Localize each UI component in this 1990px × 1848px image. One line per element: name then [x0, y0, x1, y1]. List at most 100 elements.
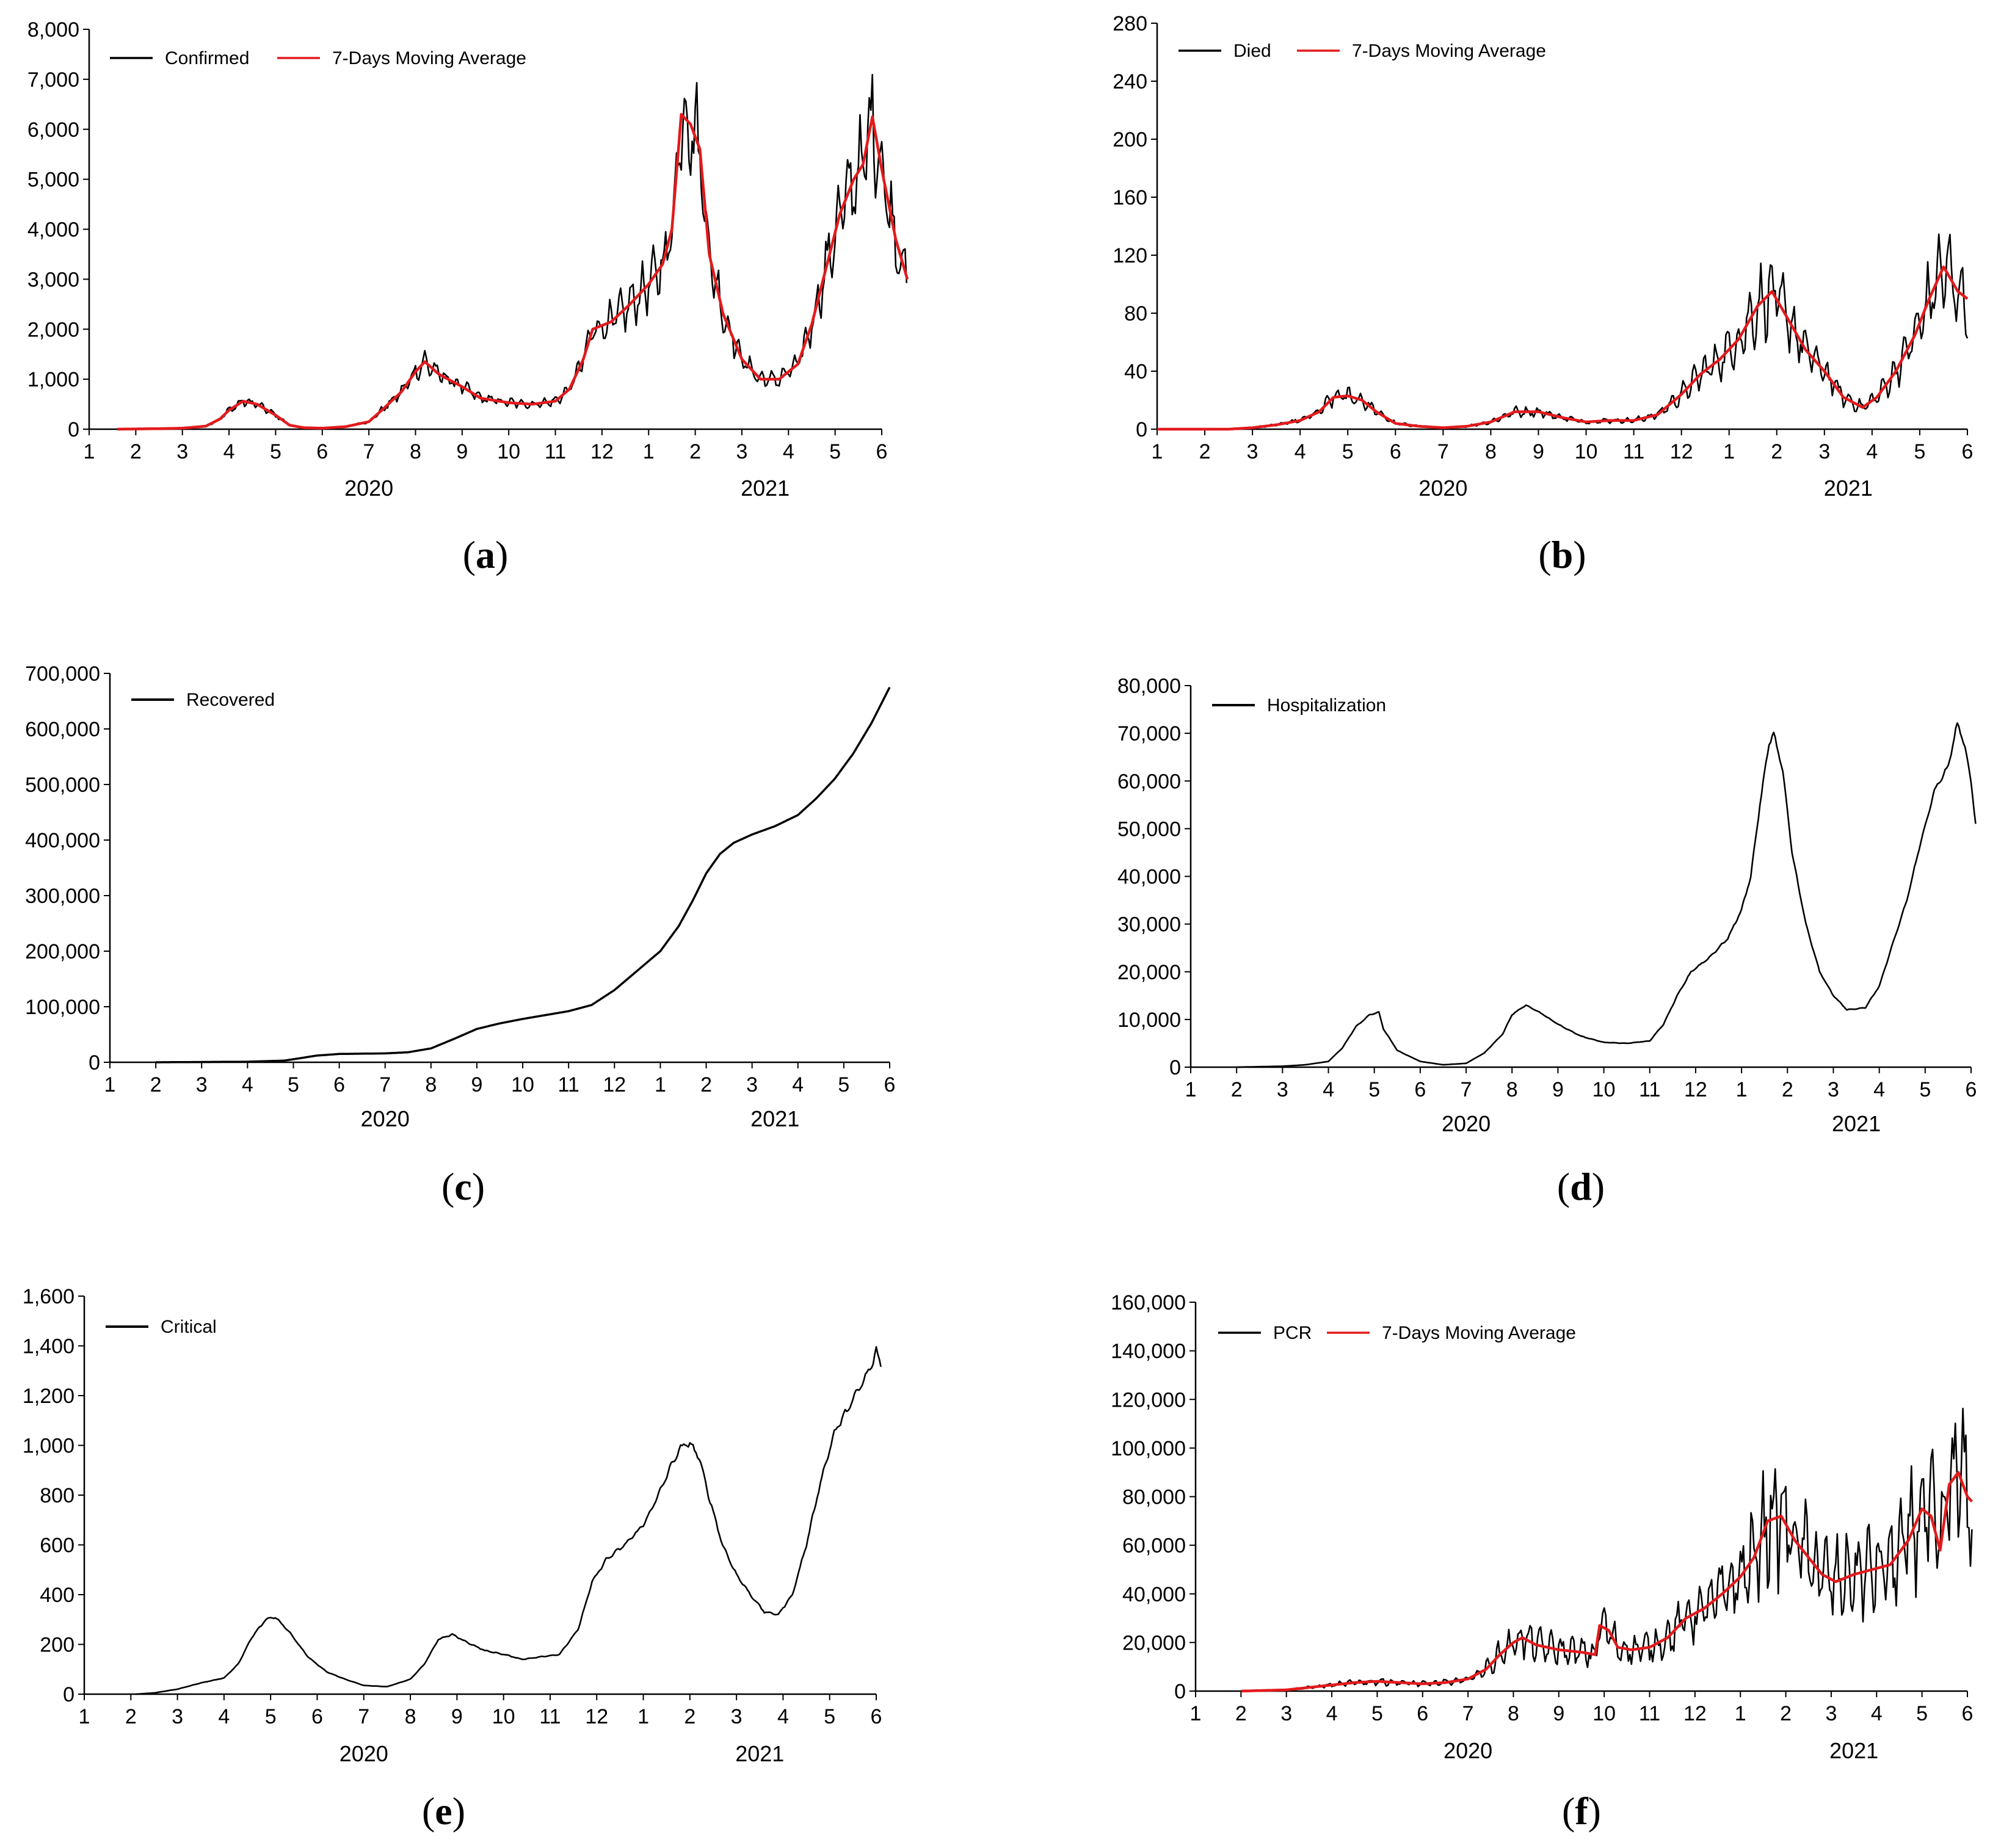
x-tick-label: 2 — [700, 1073, 712, 1096]
y-tick-label: 80 — [1124, 302, 1147, 325]
x-tick-label: 12 — [1670, 440, 1693, 463]
legend-label: Confirmed — [165, 48, 249, 68]
x-tick-label: 4 — [223, 440, 235, 463]
y-tick-label: 0 — [1174, 1680, 1186, 1703]
x-tick-label: 2 — [684, 1705, 695, 1728]
x-tick-label: 2 — [1199, 440, 1211, 463]
x-tick-label: 8 — [1485, 440, 1497, 463]
y-tick-label: 700,000 — [25, 662, 100, 686]
y-tick-label: 120 — [1113, 244, 1147, 267]
x-tick-label: 5 — [829, 440, 841, 463]
y-tick-label: 2,000 — [27, 318, 79, 341]
y-tick-label: 7,000 — [27, 68, 79, 92]
x-tick-label: 7 — [1437, 440, 1449, 463]
x-tick-label: 5 — [288, 1073, 299, 1096]
y-tick-label: 400 — [40, 1584, 74, 1607]
x-tick-label: 5 — [265, 1705, 277, 1728]
x-tick-label: 2 — [130, 440, 142, 463]
x-tick-label: 2 — [150, 1073, 162, 1096]
y-tick-label: 1,600 — [23, 1285, 74, 1308]
chart-c: 0 100,000 200,000 300,000 400,000 500,000 600,… — [25, 662, 895, 1208]
y-tick-label: 1,400 — [23, 1335, 74, 1358]
y-tick-label: 70,000 — [1117, 722, 1181, 745]
y-tick-label: 20,000 — [1117, 961, 1181, 984]
y-tick-label: 0 — [89, 1051, 100, 1074]
x-tick-label: 4 — [792, 1073, 804, 1096]
legend-label: Hospitalization — [1267, 695, 1386, 716]
year-label: 2021 — [750, 1106, 799, 1131]
x-tick-label: 9 — [451, 1705, 463, 1728]
x-tick-label: 1 — [655, 1073, 666, 1096]
y-tick-label: 80,000 — [1117, 675, 1181, 698]
x-tick-label: 2 — [125, 1705, 137, 1728]
year-label: 2020 — [344, 476, 393, 501]
x-tick-label: 8 — [410, 440, 421, 463]
x-tick-label: 4 — [783, 440, 794, 463]
x-tick-label: 10 — [492, 1705, 515, 1728]
y-tick-label: 0 — [1169, 1056, 1181, 1079]
x-tick-label: 3 — [176, 440, 188, 463]
y-tick-label: 280 — [1113, 12, 1147, 35]
x-tick-label: 6 — [871, 1705, 882, 1728]
series-line-7-days-moving-average — [1157, 265, 1969, 431]
x-tick-label: 3 — [1280, 1702, 1292, 1725]
x-tick-label: 3 — [746, 1073, 758, 1096]
panel-label: (d) — [1557, 1165, 1605, 1208]
y-tick-label: 120,000 — [1111, 1388, 1186, 1411]
x-tick-label: 4 — [1295, 440, 1306, 463]
x-tick-label: 6 — [333, 1073, 345, 1096]
x-tick-label: 11 — [558, 1073, 579, 1096]
y-tick-label: 40 — [1124, 360, 1147, 383]
y-tick-label: 40,000 — [1122, 1583, 1186, 1606]
x-tick-label: 12 — [590, 440, 614, 463]
legend-label: 7-Days Moving Average — [1352, 41, 1546, 61]
x-tick-label: 1 — [637, 1705, 649, 1728]
x-tick-label: 4 — [218, 1705, 230, 1728]
x-tick-label: 4 — [242, 1073, 253, 1096]
year-label: 2020 — [1418, 476, 1467, 501]
x-tick-label: 6 — [1417, 1702, 1428, 1725]
x-tick-label: 10 — [497, 440, 520, 463]
x-tick-label: 9 — [1553, 1702, 1564, 1725]
y-tick-label: 0 — [68, 418, 79, 441]
y-tick-label: 500,000 — [25, 774, 100, 797]
y-tick-label: 1,200 — [23, 1385, 74, 1408]
x-tick-label: 4 — [777, 1705, 789, 1728]
y-tick-label: 80,000 — [1122, 1486, 1186, 1509]
chart-a: 0 1,000 2,000 3,000 4,000 5,000 6,000 7,000 8,00… — [27, 18, 909, 576]
year-label: 2020 — [1442, 1111, 1491, 1136]
x-tick-label: 1 — [1190, 1702, 1202, 1725]
y-tick-label: 8,000 — [27, 18, 79, 42]
y-tick-label: 60,000 — [1122, 1534, 1186, 1557]
x-tick-label: 6 — [316, 440, 328, 463]
panel-label: (a) — [463, 533, 509, 576]
x-tick-label: 3 — [1277, 1078, 1288, 1101]
y-tick-label: 800 — [40, 1484, 74, 1507]
x-tick-label: 9 — [1533, 440, 1544, 463]
x-tick-label: 5 — [270, 440, 281, 463]
legend-label: Recovered — [186, 690, 275, 710]
x-tick-label: 10 — [1592, 1702, 1616, 1725]
x-tick-label: 2 — [1780, 1702, 1792, 1725]
x-tick-label: 5 — [838, 1073, 849, 1096]
x-tick-label: 8 — [405, 1705, 416, 1728]
series-line-confirmed — [117, 74, 907, 430]
x-tick-label: 3 — [1828, 1078, 1839, 1101]
year-label: 2021 — [1832, 1111, 1881, 1136]
x-tick-label: 4 — [1866, 440, 1878, 463]
panel-label: (c) — [441, 1165, 485, 1208]
x-tick-label: 4 — [1323, 1078, 1334, 1101]
y-tick-label: 300,000 — [25, 885, 100, 908]
x-tick-label: 2 — [1782, 1078, 1793, 1101]
x-tick-label: 12 — [1683, 1702, 1707, 1725]
x-tick-label: 11 — [1623, 440, 1644, 463]
year-label: 2021 — [1824, 476, 1873, 501]
x-tick-label: 2 — [1235, 1702, 1247, 1725]
y-tick-label: 400,000 — [25, 829, 100, 852]
x-tick-label: 5 — [1371, 1702, 1383, 1725]
series-line-pcr — [1241, 1407, 1973, 1692]
